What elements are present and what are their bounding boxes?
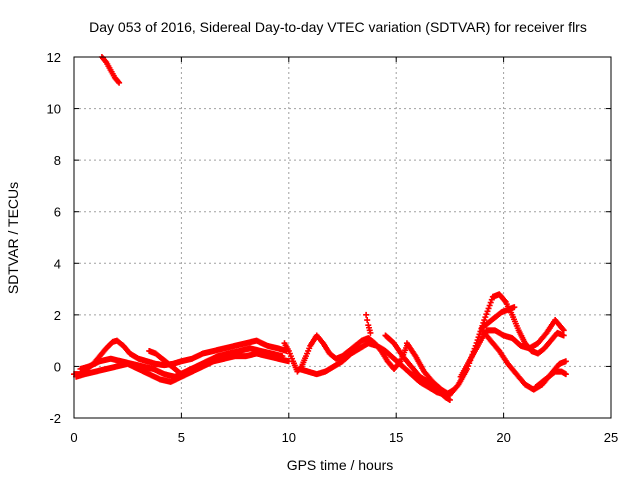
y-tick-label: -2 xyxy=(49,411,61,426)
data-point xyxy=(116,79,123,86)
data-point xyxy=(485,305,492,312)
x-axis-label: GPS time / hours xyxy=(287,457,394,473)
plot-frame xyxy=(73,56,612,419)
series-arc-1 xyxy=(98,54,123,86)
x-tick-labels: 0 5 10 15 20 25 xyxy=(70,430,618,445)
y-tick-label: 4 xyxy=(54,256,61,271)
x-tick-label: 20 xyxy=(496,430,510,445)
series-arc-8 xyxy=(363,311,374,336)
y-tick-label: 6 xyxy=(54,205,61,220)
y-tick-label: 8 xyxy=(54,153,61,168)
data-point xyxy=(178,371,185,378)
data-series xyxy=(71,54,569,403)
series-arc-4 xyxy=(77,345,286,380)
data-point xyxy=(363,311,370,318)
data-point xyxy=(484,308,491,315)
series-arc-13 xyxy=(479,304,518,331)
data-point xyxy=(511,304,518,311)
data-point xyxy=(562,371,569,378)
data-point xyxy=(482,314,489,321)
data-point xyxy=(364,317,371,324)
x-tick-label: 25 xyxy=(604,430,618,445)
chart-title: Day 053 of 2016, Sidereal Day-to-day VTE… xyxy=(89,19,587,35)
data-point xyxy=(177,370,184,377)
data-point xyxy=(560,327,567,334)
series-arc-11 xyxy=(457,317,567,380)
y-tick-label: 12 xyxy=(47,50,61,65)
data-point xyxy=(501,297,508,304)
series-arc-2 xyxy=(71,337,290,378)
data-point xyxy=(115,78,122,85)
series-arc-7 xyxy=(296,340,458,398)
data-point xyxy=(562,358,569,365)
axis-ticks xyxy=(73,56,612,419)
data-point xyxy=(488,296,495,303)
data-point xyxy=(486,302,493,309)
x-tick-label: 0 xyxy=(70,430,77,445)
series-arc-14 xyxy=(532,368,569,391)
data-point xyxy=(481,317,488,324)
series-arc-3 xyxy=(73,350,292,385)
y-axis-label: SDTVAR / TECUs xyxy=(5,182,21,294)
data-point xyxy=(560,332,567,339)
data-point xyxy=(483,311,490,318)
data-point xyxy=(367,329,374,336)
data-point xyxy=(559,326,566,333)
series-arc-5 xyxy=(146,347,185,378)
y-tick-labels: -2 0 2 4 6 8 10 12 xyxy=(47,50,61,426)
x-tick-label: 5 xyxy=(178,430,185,445)
x-tick-label: 15 xyxy=(389,430,403,445)
data-point xyxy=(487,299,494,306)
y-tick-label: 0 xyxy=(54,359,61,374)
x-tick-label: 10 xyxy=(282,430,296,445)
data-point xyxy=(446,396,453,403)
data-point xyxy=(279,353,286,360)
y-tick-label: 10 xyxy=(47,102,61,117)
y-tick-label: 2 xyxy=(54,308,61,323)
